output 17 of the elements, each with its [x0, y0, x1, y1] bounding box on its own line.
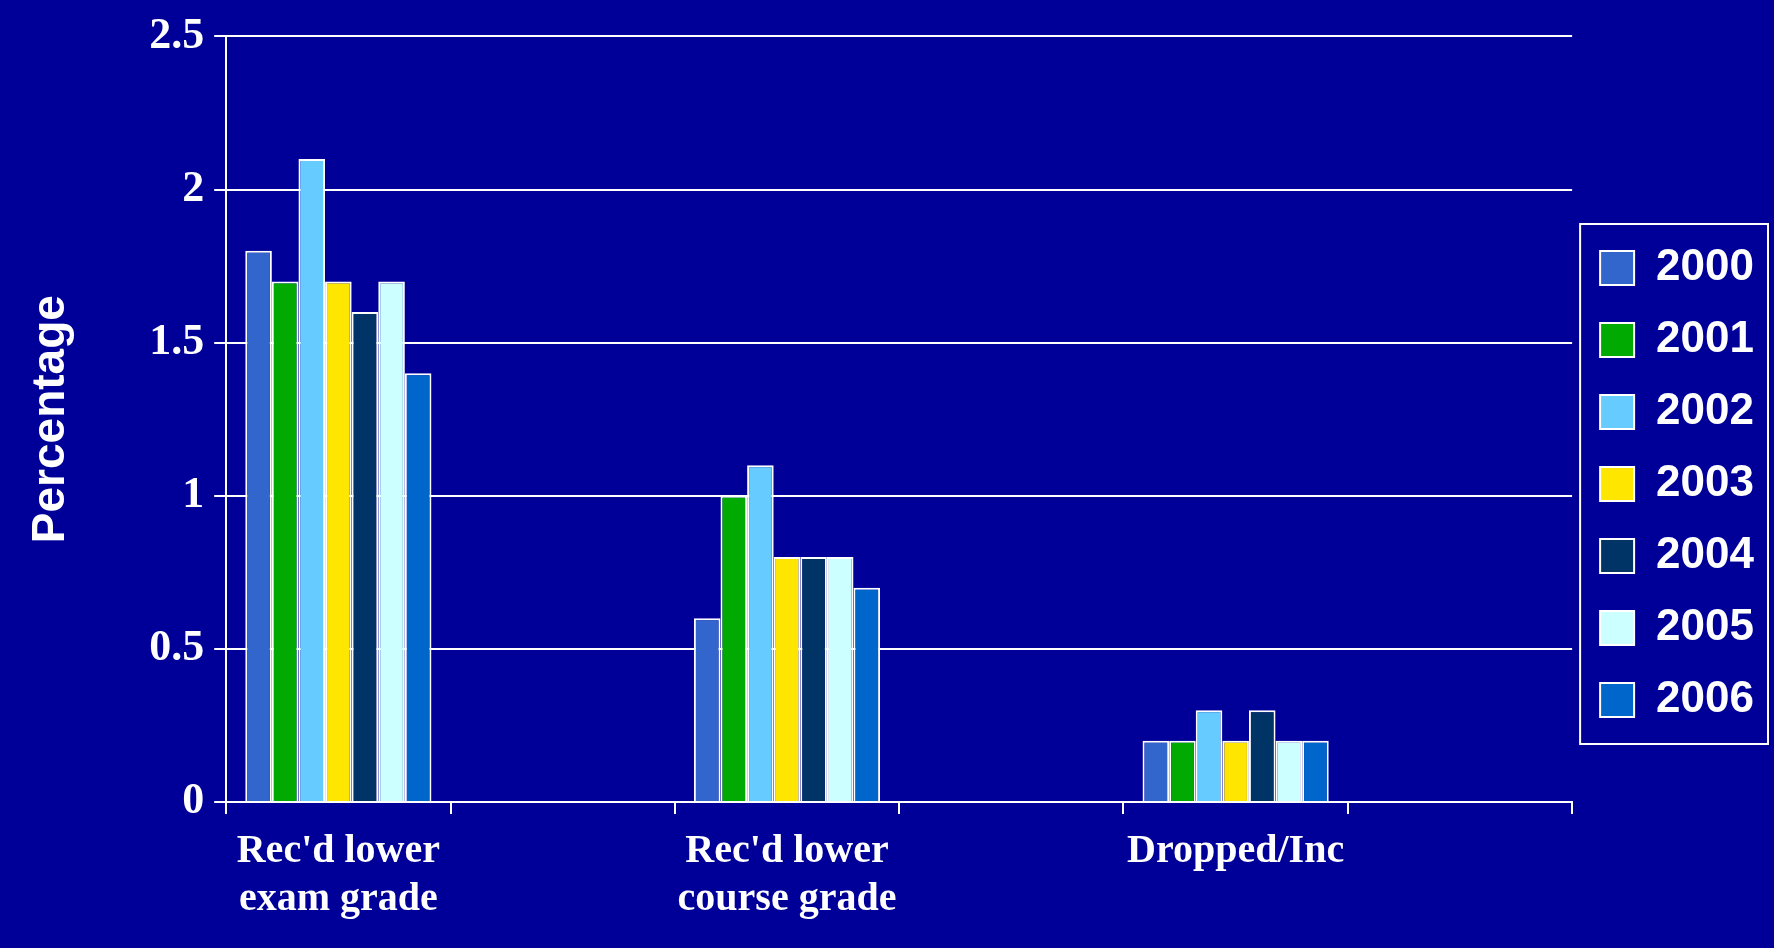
- legend-label: 2004: [1656, 528, 1755, 578]
- y-tick-label: 2: [182, 161, 205, 211]
- y-tick-label: 2.5: [149, 8, 205, 58]
- y-axis-title: Percentage: [22, 295, 75, 544]
- legend-label: 2005: [1656, 600, 1755, 650]
- legend-label: 2002: [1656, 384, 1755, 434]
- legend-label: 2003: [1656, 456, 1755, 506]
- y-tick-label: 1: [182, 468, 205, 518]
- y-tick-label: 0: [182, 774, 205, 824]
- x-tick-label: Rec'd lower exam grade: [236, 826, 440, 920]
- legend-label: 2000: [1656, 240, 1755, 290]
- x-tick-label: Rec'd lower course grade: [677, 826, 897, 920]
- legend-label: 2001: [1656, 312, 1755, 362]
- y-tick-label: 0.5: [149, 621, 205, 671]
- legend-label: 2006: [1656, 672, 1755, 722]
- y-tick-label: 1.5: [149, 315, 205, 364]
- x-tick-label: Dropped/Inc: [1127, 826, 1345, 872]
